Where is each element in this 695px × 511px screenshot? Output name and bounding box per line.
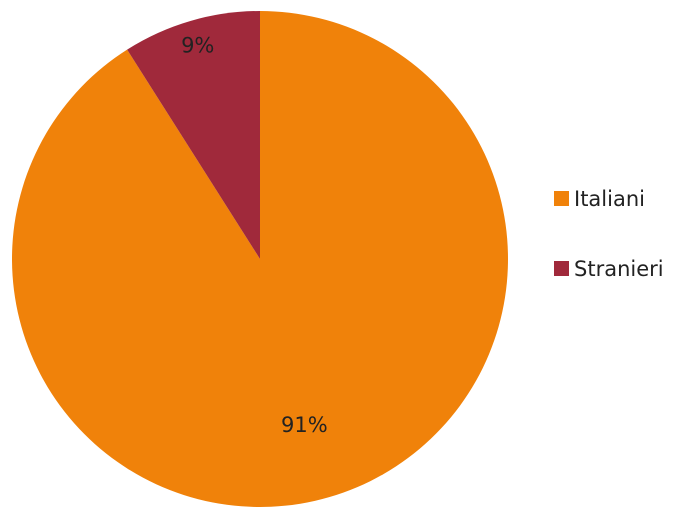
pie-slice-stranieri — [127, 11, 260, 259]
data-label-stranieri: 9% — [181, 34, 214, 58]
pie-slices — [11, 11, 509, 507]
data-labels: 91% 9% — [181, 34, 328, 437]
legend-swatch-italiani — [554, 191, 569, 206]
legend-label-italiani: Italiani — [574, 187, 645, 211]
legend-swatch-stranieri — [554, 261, 569, 276]
legend-label-stranieri: Stranieri — [574, 257, 664, 281]
data-label-italiani: 91% — [281, 413, 328, 437]
legend: Italiani Stranieri — [554, 187, 664, 281]
